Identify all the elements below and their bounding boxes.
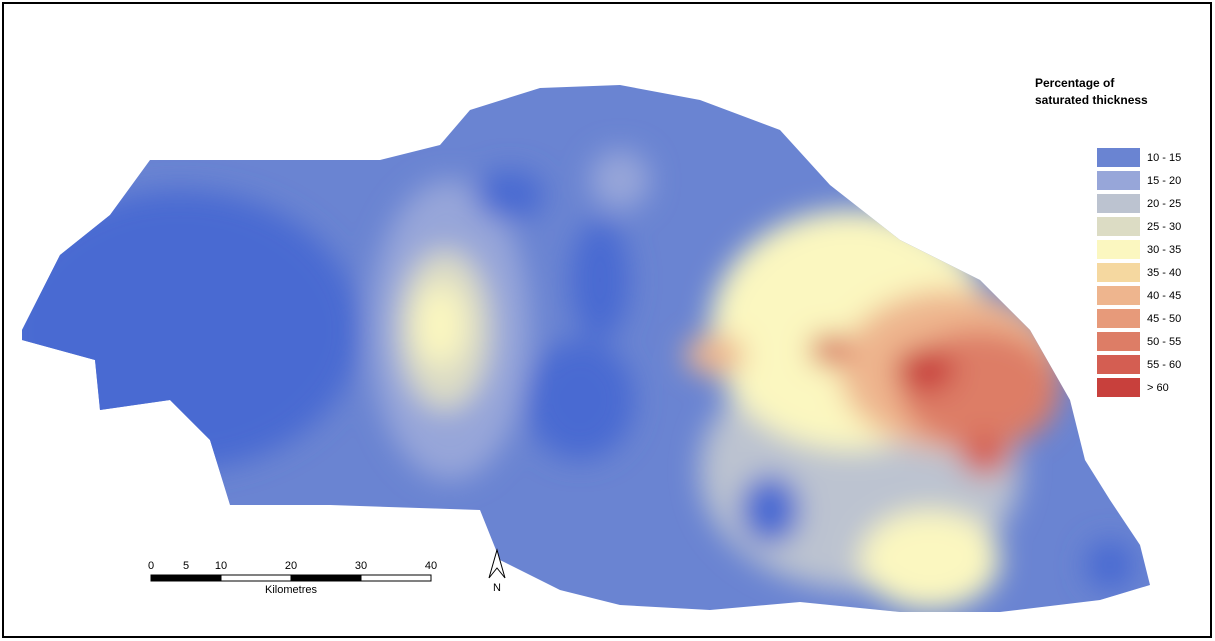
north-label: N xyxy=(493,582,501,594)
map-figure: Percentage of saturated thickness 10 - 1… xyxy=(0,0,1215,641)
scale-segment xyxy=(186,575,221,581)
legend-swatch xyxy=(1097,240,1140,259)
scale-tick-label: 40 xyxy=(425,560,437,572)
legend-swatch xyxy=(1097,217,1140,236)
legend-swatch xyxy=(1097,355,1140,374)
legend-label: > 60 xyxy=(1147,382,1169,394)
legend-title: saturated thickness xyxy=(1035,93,1148,107)
scale-tick-label: 10 xyxy=(215,560,227,572)
legend-swatch xyxy=(1097,332,1140,351)
legend-swatch xyxy=(1097,194,1140,213)
scale-tick-label: 0 xyxy=(148,560,154,572)
legend-swatch xyxy=(1097,378,1140,397)
legend-label: 40 - 45 xyxy=(1147,290,1181,302)
legend-swatch xyxy=(1097,148,1140,167)
scale-segment xyxy=(291,575,361,581)
legend-label: 35 - 40 xyxy=(1147,267,1181,279)
legend-label: 10 - 15 xyxy=(1147,152,1181,164)
scale-segment xyxy=(361,575,431,581)
legend-title: Percentage of xyxy=(1035,76,1115,90)
scale-tick-label: 20 xyxy=(285,560,297,572)
scale-unit: Kilometres xyxy=(265,584,317,596)
scale-tick-label: 30 xyxy=(355,560,367,572)
legend-label: 55 - 60 xyxy=(1147,359,1181,371)
legend-swatch xyxy=(1097,309,1140,328)
scale-tick-label: 5 xyxy=(183,560,189,572)
legend-label: 15 - 20 xyxy=(1147,175,1181,187)
legend-label: 30 - 35 xyxy=(1147,244,1181,256)
legend: 10 - 15 15 - 20 20 - 25 25 - 30 30 - 35 35 - … xyxy=(1097,148,1181,397)
legend-swatch xyxy=(1097,286,1140,305)
legend-label: 25 - 30 xyxy=(1147,221,1181,233)
legend-label: 50 - 55 xyxy=(1147,336,1181,348)
scale-segment xyxy=(221,575,291,581)
legend-label: 45 - 50 xyxy=(1147,313,1181,325)
scale-segment xyxy=(151,575,186,581)
legend-swatch xyxy=(1097,263,1140,282)
legend-label: 20 - 25 xyxy=(1147,198,1181,210)
legend-swatch xyxy=(1097,171,1140,190)
